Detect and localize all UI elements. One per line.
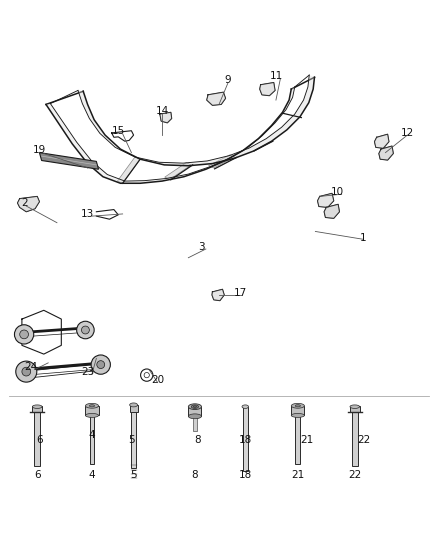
Text: 22: 22 xyxy=(357,434,370,445)
Text: 13: 13 xyxy=(81,209,94,219)
Circle shape xyxy=(91,355,110,374)
Ellipse shape xyxy=(188,414,201,419)
Text: 4: 4 xyxy=(88,430,95,440)
Text: 8: 8 xyxy=(191,470,198,480)
Text: 10: 10 xyxy=(331,187,344,197)
Polygon shape xyxy=(46,87,295,183)
Text: 5: 5 xyxy=(130,470,137,480)
Bar xyxy=(130,405,138,412)
Bar xyxy=(296,415,300,464)
Polygon shape xyxy=(212,289,224,301)
Polygon shape xyxy=(324,204,339,219)
Polygon shape xyxy=(260,83,275,96)
Polygon shape xyxy=(18,197,39,212)
Circle shape xyxy=(22,367,31,376)
Circle shape xyxy=(20,330,28,339)
Polygon shape xyxy=(117,157,140,183)
Text: 24: 24 xyxy=(24,362,37,372)
Bar xyxy=(352,411,358,466)
Text: 15: 15 xyxy=(112,126,125,136)
Ellipse shape xyxy=(130,403,138,407)
Polygon shape xyxy=(379,146,393,160)
Text: 12: 12 xyxy=(401,128,414,138)
Bar xyxy=(85,406,99,415)
Text: 6: 6 xyxy=(36,434,43,445)
Circle shape xyxy=(14,325,34,344)
Bar xyxy=(243,407,248,472)
Circle shape xyxy=(97,361,105,368)
Ellipse shape xyxy=(188,404,201,409)
Ellipse shape xyxy=(291,403,304,408)
Bar xyxy=(34,411,40,466)
Circle shape xyxy=(16,361,37,382)
Ellipse shape xyxy=(350,405,360,408)
Polygon shape xyxy=(207,92,226,106)
Text: 6: 6 xyxy=(34,470,41,480)
Circle shape xyxy=(81,326,89,334)
Text: 23: 23 xyxy=(81,367,94,377)
Ellipse shape xyxy=(295,405,300,407)
Text: 8: 8 xyxy=(194,434,201,445)
Text: 19: 19 xyxy=(33,146,46,156)
Bar xyxy=(89,415,94,464)
Circle shape xyxy=(77,321,94,339)
Ellipse shape xyxy=(32,405,42,408)
Polygon shape xyxy=(374,134,389,148)
Text: 21: 21 xyxy=(300,434,313,445)
Bar xyxy=(32,406,42,412)
Text: 18: 18 xyxy=(239,470,252,480)
Ellipse shape xyxy=(193,406,197,408)
Ellipse shape xyxy=(291,414,304,417)
Text: 4: 4 xyxy=(88,470,95,480)
Ellipse shape xyxy=(85,414,99,417)
Text: 5: 5 xyxy=(128,434,135,445)
Polygon shape xyxy=(318,193,334,207)
Text: 21: 21 xyxy=(291,470,304,480)
Polygon shape xyxy=(39,152,99,169)
Polygon shape xyxy=(208,155,235,168)
Text: 14: 14 xyxy=(155,106,169,116)
Text: 20: 20 xyxy=(151,375,164,385)
Polygon shape xyxy=(165,163,191,179)
Polygon shape xyxy=(160,112,172,123)
Ellipse shape xyxy=(85,403,99,408)
Polygon shape xyxy=(78,75,314,166)
Text: 11: 11 xyxy=(269,71,283,81)
Text: 22: 22 xyxy=(348,470,361,480)
Text: 1: 1 xyxy=(360,233,367,243)
Ellipse shape xyxy=(242,405,249,408)
Bar xyxy=(188,407,201,416)
Text: 3: 3 xyxy=(198,242,205,252)
Text: 17: 17 xyxy=(234,288,247,298)
Ellipse shape xyxy=(191,405,198,408)
Text: 2: 2 xyxy=(21,198,28,208)
Bar xyxy=(291,406,304,415)
Ellipse shape xyxy=(89,405,95,407)
Text: 18: 18 xyxy=(239,434,252,445)
Bar xyxy=(131,411,136,468)
Bar xyxy=(350,406,360,412)
Text: 9: 9 xyxy=(224,75,231,85)
Bar xyxy=(193,416,197,431)
